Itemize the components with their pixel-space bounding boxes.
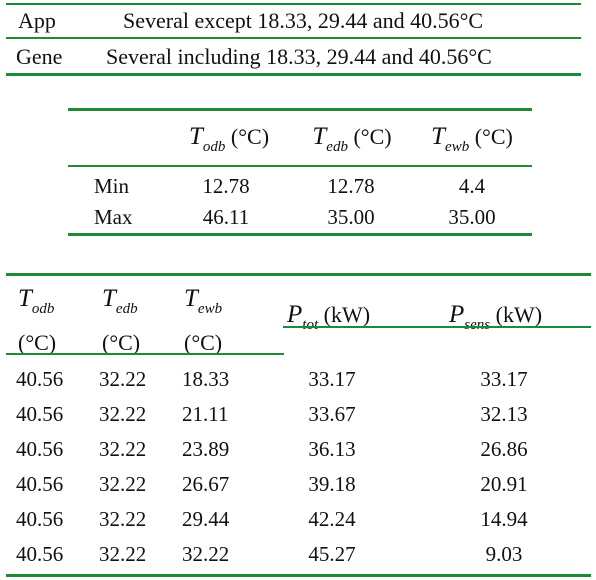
top-table-rule-bottom [6, 73, 581, 76]
data-cell: 9.03 [485, 542, 523, 566]
top-row-text-gene: Several including 18.33, 29.44 and 40.56… [106, 44, 492, 69]
data-header-tedb-unit: (°C) [102, 330, 141, 355]
data-cell: 42.24 [308, 507, 356, 531]
data-header-tedb-symbol: Tedb [102, 285, 138, 317]
range-row-label-max: Max [94, 205, 133, 229]
range-cell: 12.78 [327, 174, 375, 198]
range-header-tedb: Tedb (°C) [312, 123, 392, 155]
data-table-rule-top [6, 273, 591, 276]
data-cell: 21.11 [182, 402, 229, 426]
range-header-todb: Todb (°C) [188, 123, 270, 155]
data-header-todb-unit: (°C) [18, 330, 57, 355]
range-table-rule-bottom [68, 233, 532, 236]
data-cell: 32.22 [99, 367, 147, 391]
top-row-label-app: App [18, 8, 56, 33]
data-cell: 26.67 [182, 472, 230, 496]
data-cell: 40.56 [16, 507, 64, 531]
data-cell: 33.17 [308, 367, 356, 391]
range-header-tewb: Tewb (°C) [431, 123, 513, 155]
data-cell: 32.22 [99, 507, 147, 531]
top-row-label-gene: Gene [16, 44, 63, 69]
data-cell: 32.22 [99, 437, 147, 461]
data-cell: 45.27 [308, 542, 356, 566]
data-cell: 40.56 [16, 367, 64, 391]
data-cell: 40.56 [16, 542, 64, 566]
top-row-text-app: Several except 18.33, 29.44 and 40.56°C [123, 8, 484, 33]
range-cell: 35.00 [448, 205, 496, 229]
data-header-tewb-symbol: Tewb [184, 285, 223, 317]
range-table-rule-top [68, 108, 532, 111]
data-cell: 40.56 [16, 472, 64, 496]
data-cell: 23.89 [182, 437, 230, 461]
data-header-ptot: Ptot (kW) [287, 301, 371, 333]
data-cell: 40.56 [16, 402, 64, 426]
data-header-psens: Psens (kW) [449, 301, 543, 333]
data-cell: 18.33 [182, 367, 230, 391]
data-cell: 32.22 [99, 472, 147, 496]
data-cell: 14.94 [480, 507, 528, 531]
data-cell: 33.17 [480, 367, 528, 391]
data-cell: 32.22 [99, 402, 147, 426]
range-cell: 12.78 [202, 174, 250, 198]
data-cell: 39.18 [308, 472, 356, 496]
top-table-rule-top [6, 3, 581, 5]
data-cell: 20.91 [480, 472, 528, 496]
data-header-todb-symbol: Todb [18, 285, 55, 317]
data-cell: 32.22 [99, 542, 147, 566]
data-header-tewb-unit: (°C) [184, 330, 223, 355]
range-cell: 35.00 [327, 205, 375, 229]
range-cell: 4.4 [458, 174, 486, 198]
top-table-rule-mid [6, 37, 581, 39]
data-table-rule-bottom [6, 574, 591, 577]
data-cell: 33.67 [308, 402, 356, 426]
data-cell: 29.44 [182, 507, 230, 531]
range-cell: 46.11 [202, 205, 250, 229]
data-header-subrule-t [6, 353, 284, 355]
range-table-rule-mid [68, 165, 532, 167]
data-cell: 36.13 [308, 437, 356, 461]
data-cell: 26.86 [480, 437, 528, 461]
data-cell: 32.13 [480, 402, 528, 426]
data-header-subrule-p [283, 326, 591, 328]
range-row-label-min: Min [94, 174, 130, 198]
data-cell: 40.56 [16, 437, 64, 461]
data-cell: 32.22 [182, 542, 230, 566]
